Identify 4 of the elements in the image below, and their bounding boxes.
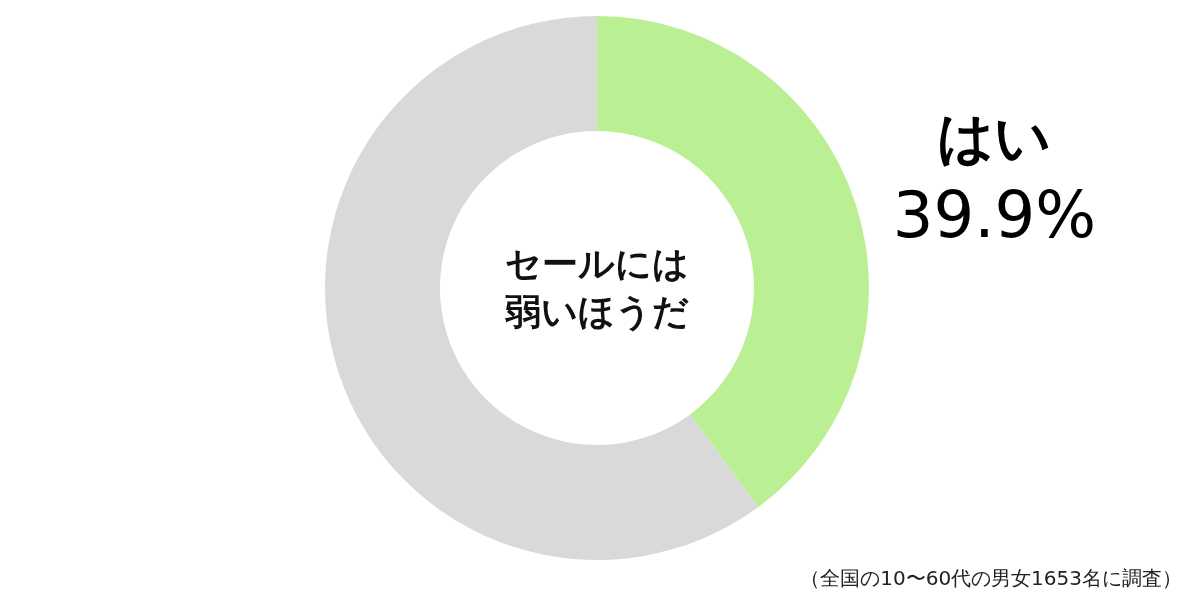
slice-label: はい	[937, 104, 1052, 170]
text: （全国の10〜60代の男女1653名に調査）	[800, 565, 1182, 592]
text: セールには弱いほうだ	[504, 242, 690, 334]
data-label: 39.9%	[892, 177, 1097, 252]
